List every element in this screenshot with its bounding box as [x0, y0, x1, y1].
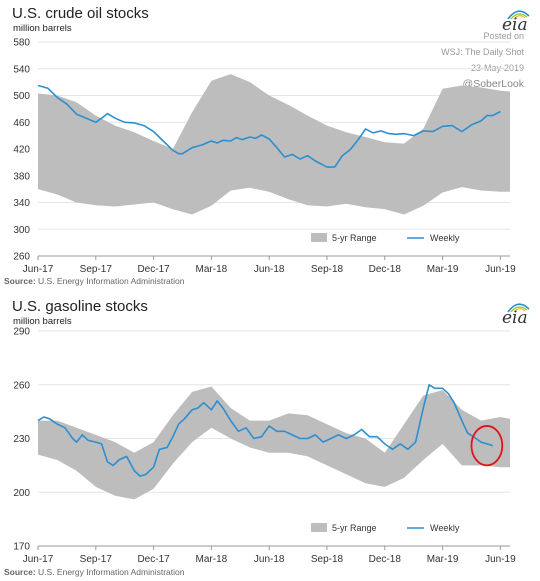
chart-title: U.S. crude oil stocks [12, 5, 149, 22]
source-text: U.S. Energy Information Administration [38, 276, 185, 286]
x-tick-label: Jun-19 [485, 264, 516, 275]
chart-title: U.S. gasoline stocks [12, 298, 148, 315]
x-tick-label: Mar-19 [427, 264, 459, 275]
eia-logo-text: eia [502, 15, 528, 35]
x-tick-label: Mar-18 [196, 554, 228, 565]
x-tick-label: Sep-18 [311, 264, 344, 275]
y-tick-label: 340 [13, 198, 30, 209]
y-tick-label: 460 [13, 118, 30, 129]
y-tick-label: 170 [13, 542, 30, 553]
x-tick-label: Jun-18 [254, 554, 285, 565]
x-tick-label: Sep-17 [80, 264, 113, 275]
crude-oil-chart-panel: U.S. crude oil stocks million barrels ei… [0, 0, 540, 290]
eia-logo: eia [502, 8, 532, 34]
y-tick-label: 540 [13, 64, 30, 75]
highlight-circle [470, 425, 504, 467]
y-tick-label: 200 [13, 488, 30, 499]
y-unit-label: million barrels [13, 316, 72, 327]
y-tick-label: 260 [13, 252, 30, 263]
eia-arc-icon [507, 10, 530, 20]
x-tick-label: Sep-17 [80, 554, 113, 565]
source-text: U.S. Energy Information Administration [38, 567, 185, 577]
y-tick-label: 230 [13, 434, 30, 445]
x-tick-label: Jun-18 [254, 264, 285, 275]
watermark-posted: Posted on [483, 31, 524, 41]
legend-label-weekly: Weekly [430, 523, 460, 533]
gasoline-chart-panel: U.S. gasoline stocks million barrels eia… [0, 293, 540, 581]
x-tick-label: Mar-19 [427, 554, 459, 565]
x-tick-label: Dec-18 [369, 264, 402, 275]
crude-oil-chart-svg: 260 300 340 380 420 460 500 540 580 Jun-17 Sep-17 D… [13, 38, 516, 276]
watermark-date: 23-May-2019 [470, 63, 524, 73]
x-tick-label: Jun-17 [23, 554, 54, 565]
x-tick-label: Dec-17 [137, 264, 170, 275]
watermark: Posted on WSJ: The Daily Shot 23-May-201… [441, 28, 524, 92]
legend-swatch-range [311, 233, 327, 242]
x-tick-label: Dec-17 [137, 554, 170, 565]
legend-label-range: 5-yr Range [332, 523, 377, 533]
watermark-handle: @SoberLook [462, 78, 524, 90]
y-tick-label: 420 [13, 145, 30, 156]
y-tick-label: 260 [13, 380, 30, 391]
source-note: Source: U.S. Energy Information Administ… [4, 276, 185, 286]
y-tick-label: 580 [13, 38, 30, 49]
y-tick-label: 380 [13, 171, 30, 182]
legend-label-range: 5-yr Range [332, 233, 377, 243]
x-tick-label: Mar-18 [196, 264, 228, 275]
source-note: Source: U.S. Energy Information Administ… [4, 567, 185, 577]
y-unit-label: million barrels [13, 23, 72, 34]
eia-logo: eia [502, 301, 532, 327]
eia-arc-icon [507, 303, 530, 313]
x-tick-label: Jun-17 [23, 264, 54, 275]
x-tick-label: Sep-18 [311, 554, 344, 565]
weekly-line [37, 384, 493, 477]
y-tick-label: 290 [13, 327, 30, 338]
watermark-outlet: WSJ: The Daily Shot [441, 47, 524, 57]
source-label: Source: [4, 567, 36, 577]
x-tick-label: Dec-18 [369, 554, 402, 565]
source-label: Source: [4, 276, 36, 286]
eia-logo-text: eia [502, 308, 528, 328]
range-band [38, 386, 510, 500]
y-tick-label: 500 [13, 91, 30, 102]
gasoline-chart-svg: 170 200 230 260 290 Jun-17 Sep-17 Dec-17 Mar-18 J… [13, 327, 516, 566]
legend-swatch-range [311, 523, 327, 532]
legend-label-weekly: Weekly [430, 233, 460, 243]
y-tick-label: 300 [13, 225, 30, 236]
weekly-line [37, 84, 501, 168]
x-tick-label: Jun-19 [485, 554, 516, 565]
